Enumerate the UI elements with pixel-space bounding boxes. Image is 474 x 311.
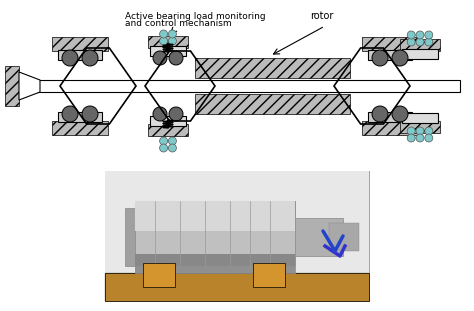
Bar: [402, 113, 438, 123]
Circle shape: [82, 50, 98, 66]
Bar: [52, 37, 108, 51]
Circle shape: [392, 106, 408, 122]
Bar: [329, 223, 359, 251]
Bar: [293, 218, 343, 256]
Circle shape: [160, 37, 168, 45]
Circle shape: [425, 38, 433, 46]
Bar: [105, 171, 369, 273]
Circle shape: [153, 107, 167, 121]
Bar: [135, 201, 295, 273]
Circle shape: [372, 106, 388, 122]
Text: Active bearing load monitoring: Active bearing load monitoring: [125, 12, 265, 21]
Circle shape: [407, 38, 415, 46]
Circle shape: [169, 51, 183, 65]
Bar: [255, 270, 285, 286]
Bar: [135, 201, 295, 266]
Bar: [195, 58, 350, 78]
Bar: [362, 121, 418, 135]
Circle shape: [407, 31, 415, 39]
Bar: [143, 263, 175, 287]
Circle shape: [407, 134, 415, 142]
Circle shape: [416, 38, 424, 46]
Circle shape: [160, 144, 168, 152]
Circle shape: [416, 134, 424, 142]
Circle shape: [416, 127, 424, 135]
Bar: [58, 112, 102, 122]
Bar: [135, 254, 295, 266]
Bar: [105, 273, 369, 301]
Bar: [400, 121, 440, 133]
Bar: [105, 171, 369, 301]
Bar: [52, 121, 108, 135]
Circle shape: [425, 134, 433, 142]
Polygon shape: [19, 72, 40, 100]
Bar: [135, 258, 295, 273]
Bar: [400, 39, 440, 51]
Circle shape: [392, 50, 408, 66]
Bar: [150, 46, 186, 56]
Circle shape: [416, 31, 424, 39]
Text: and control mechanism: and control mechanism: [125, 19, 232, 28]
Circle shape: [168, 137, 176, 145]
Circle shape: [160, 137, 168, 145]
Circle shape: [169, 107, 183, 121]
Bar: [368, 112, 412, 122]
Bar: [135, 201, 295, 231]
Bar: [135, 201, 295, 226]
Bar: [58, 50, 102, 60]
Bar: [18, 80, 460, 92]
Circle shape: [168, 37, 176, 45]
Circle shape: [82, 106, 98, 122]
Circle shape: [407, 127, 415, 135]
Circle shape: [153, 51, 167, 65]
Circle shape: [168, 144, 176, 152]
Bar: [148, 36, 188, 48]
Circle shape: [168, 30, 176, 38]
Bar: [402, 49, 438, 59]
Bar: [253, 263, 285, 287]
Text: rotor: rotor: [310, 11, 333, 21]
Circle shape: [425, 31, 433, 39]
Bar: [150, 116, 186, 126]
Circle shape: [160, 30, 168, 38]
Bar: [125, 208, 140, 266]
Circle shape: [62, 106, 78, 122]
Bar: [362, 37, 418, 51]
Bar: [105, 273, 369, 301]
Bar: [145, 270, 175, 286]
Circle shape: [425, 127, 433, 135]
Bar: [5, 66, 19, 106]
Bar: [195, 94, 350, 114]
Circle shape: [62, 50, 78, 66]
Bar: [148, 124, 188, 136]
Bar: [368, 50, 412, 60]
Circle shape: [372, 50, 388, 66]
